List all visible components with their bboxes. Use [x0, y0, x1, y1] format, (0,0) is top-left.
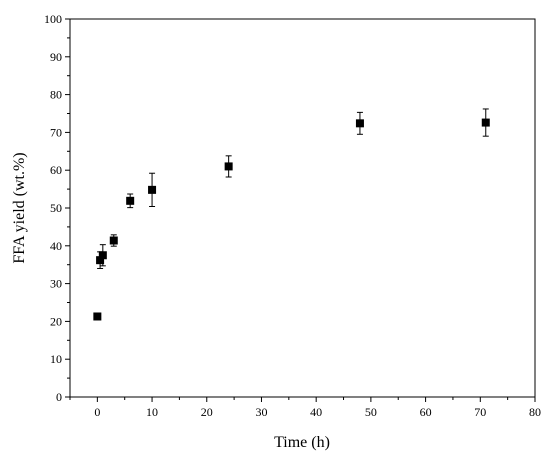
- data-point: [481, 118, 490, 127]
- data-point: [93, 312, 102, 321]
- plot-frame: [69, 18, 536, 398]
- plot-area: [69, 18, 536, 398]
- x-tick-label: 10: [146, 405, 158, 419]
- y-axis: 0 10 20 30 40 50 60 70 80 90 100: [44, 12, 70, 404]
- x-axis: 0 10 20 30 40 50 60 70 80: [69, 397, 541, 419]
- y-tick-label: 50: [50, 201, 62, 215]
- data-point: [224, 162, 233, 171]
- x-tick-label: 60: [420, 405, 432, 419]
- y-axis-title: FFA yield (wt.%): [11, 152, 28, 263]
- data-point: [355, 119, 364, 128]
- y-tick-label: 60: [50, 163, 62, 177]
- data-point: [126, 196, 135, 205]
- x-axis-title: Time (h): [274, 434, 330, 451]
- y-tick-label: 0: [56, 390, 62, 404]
- y-tick-label: 80: [50, 88, 62, 102]
- data-point: [109, 236, 118, 245]
- y-tick-label: 30: [50, 277, 62, 291]
- data-points: [93, 108, 490, 321]
- x-tick-label: 80: [529, 405, 541, 419]
- x-tick-label: 30: [255, 405, 267, 419]
- x-tick-label: 20: [201, 405, 213, 419]
- y-tick-label: 100: [44, 12, 62, 26]
- y-tick-label: 20: [50, 314, 62, 328]
- x-tick-label: 0: [94, 405, 100, 419]
- data-point: [148, 185, 157, 194]
- x-tick-label: 70: [474, 405, 486, 419]
- data-point: [98, 251, 107, 260]
- data-point: [96, 256, 105, 265]
- y-tick-label: 40: [50, 239, 62, 253]
- x-tick-label: 40: [310, 405, 322, 419]
- x-tick-label: 50: [365, 405, 377, 419]
- y-tick-label: 70: [50, 125, 62, 139]
- y-tick-label: 10: [50, 352, 62, 366]
- y-tick-label: 90: [50, 50, 62, 64]
